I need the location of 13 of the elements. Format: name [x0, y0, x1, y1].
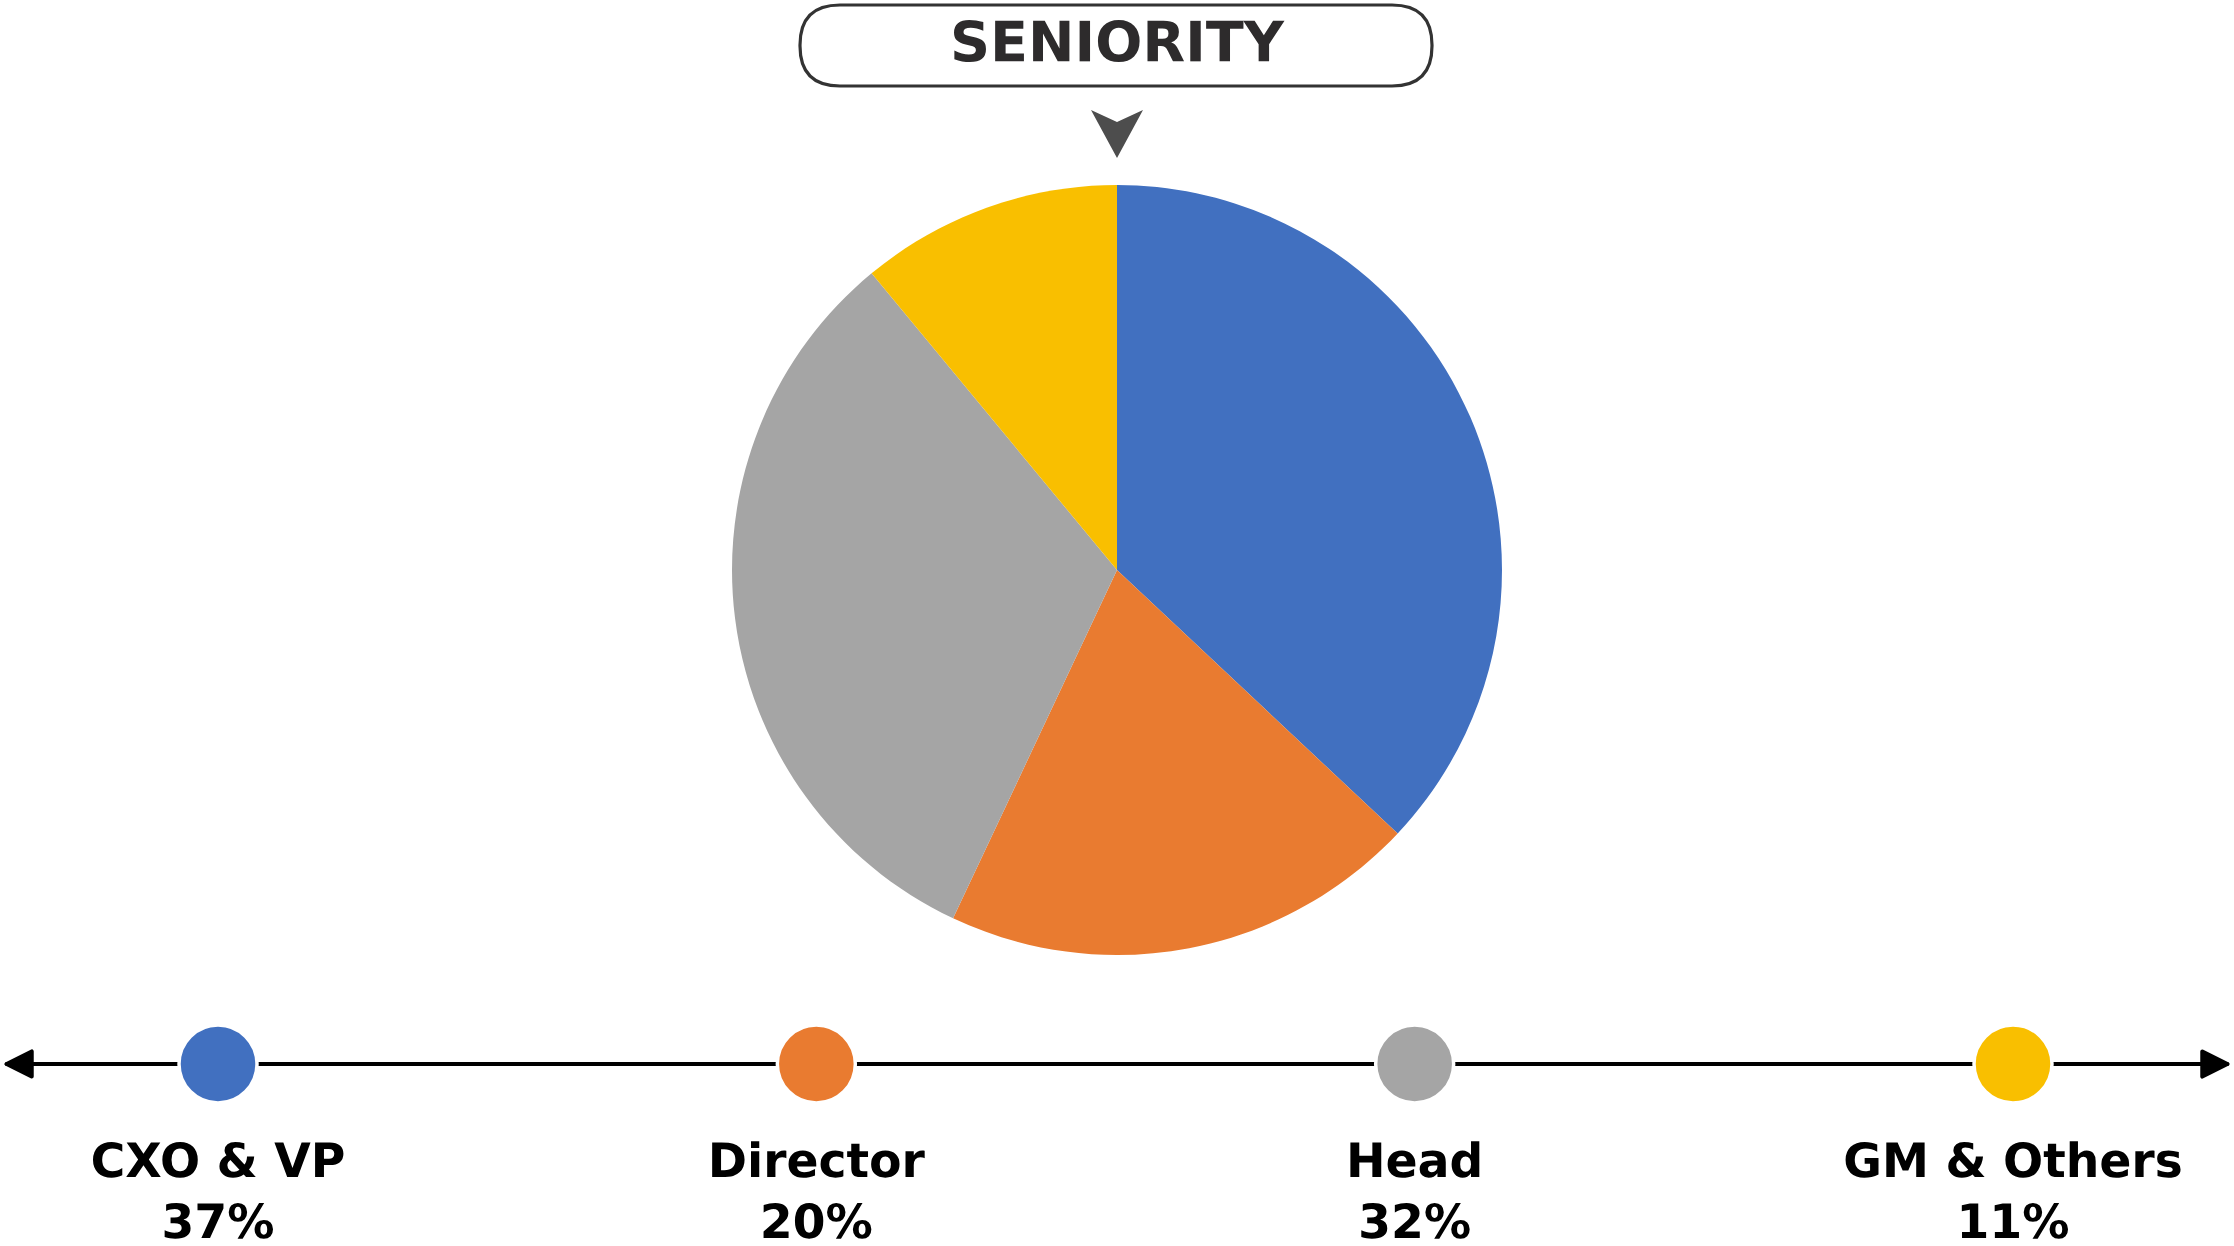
chart-title: SENIORITY: [954, 20, 1285, 63]
pie-slice: [1117, 185, 1502, 834]
legend-label: GM & Others: [1845, 1141, 2181, 1178]
data-label: 37%: [164, 1202, 274, 1239]
legend-label: Head: [1350, 1141, 1480, 1178]
legend-label: Director: [712, 1141, 925, 1178]
pie-slice: [732, 273, 1117, 919]
pie-slice: [953, 570, 1398, 955]
legend-label: CXO & VP: [93, 1141, 344, 1178]
pie-slice: [871, 185, 1117, 570]
data-label: 11%: [1961, 1202, 2069, 1239]
data-label: 32%: [1361, 1202, 1470, 1239]
data-label: 20%: [763, 1202, 872, 1239]
